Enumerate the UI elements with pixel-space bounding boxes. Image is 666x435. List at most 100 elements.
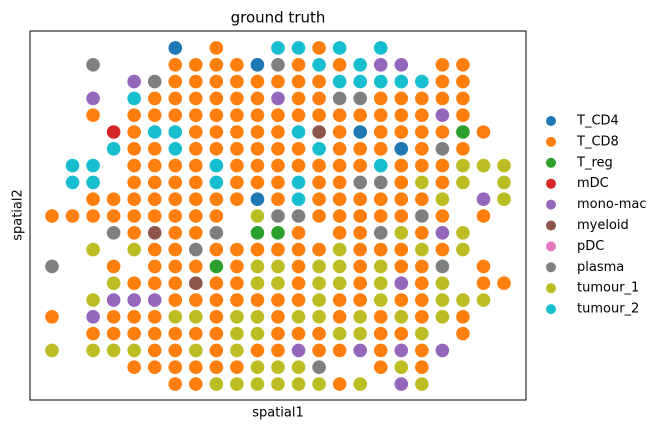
point [209, 74, 224, 89]
point [209, 293, 224, 307]
point [250, 158, 265, 173]
point [456, 242, 470, 257]
point [497, 158, 511, 173]
point [435, 108, 450, 122]
point [168, 125, 183, 139]
point [312, 326, 326, 341]
point [250, 192, 265, 207]
point [312, 175, 326, 190]
point [394, 310, 409, 324]
point [373, 175, 388, 190]
point [127, 242, 141, 257]
point [147, 158, 162, 173]
point [147, 141, 162, 156]
point [209, 192, 224, 207]
point [312, 108, 326, 122]
point [189, 91, 203, 106]
point [291, 226, 306, 240]
point [168, 57, 183, 72]
point [332, 74, 347, 89]
point [435, 175, 450, 190]
point [86, 91, 100, 106]
point [168, 326, 183, 341]
point [312, 343, 326, 358]
point [127, 276, 141, 291]
point [250, 259, 265, 274]
point [435, 158, 450, 173]
point [332, 293, 347, 307]
point [271, 326, 285, 341]
point [106, 192, 121, 207]
point [168, 74, 183, 89]
point [415, 91, 429, 106]
legend-label: myeloid [577, 218, 629, 233]
point [353, 242, 367, 257]
point [394, 125, 409, 139]
point [271, 41, 285, 55]
legend-marker [546, 262, 556, 273]
point [476, 209, 491, 223]
point [106, 141, 121, 156]
point [189, 360, 203, 375]
point [415, 175, 429, 190]
point [415, 326, 429, 341]
point [230, 91, 244, 106]
point [168, 91, 183, 106]
point [456, 57, 470, 72]
point [291, 360, 306, 375]
point [332, 91, 347, 106]
point [65, 175, 80, 190]
point [353, 91, 367, 106]
point [353, 141, 367, 156]
point [394, 91, 409, 106]
point [271, 226, 285, 240]
point [332, 276, 347, 291]
point [394, 192, 409, 207]
legend-label: T_CD4 [576, 114, 619, 129]
legend-marker [546, 283, 556, 294]
point [435, 226, 450, 240]
point [312, 141, 326, 156]
point [312, 91, 326, 106]
point [394, 175, 409, 190]
point [250, 125, 265, 139]
point [373, 360, 388, 375]
point [250, 377, 265, 391]
point [353, 226, 367, 240]
point [271, 377, 285, 391]
point [209, 209, 224, 223]
point [230, 310, 244, 324]
point [353, 293, 367, 307]
point [271, 259, 285, 274]
point [45, 209, 59, 223]
point [250, 326, 265, 341]
point [230, 259, 244, 274]
point [435, 259, 450, 274]
point [147, 326, 162, 341]
point [147, 108, 162, 122]
point [168, 108, 183, 122]
point [271, 57, 285, 72]
point [271, 343, 285, 358]
point [353, 259, 367, 274]
point [45, 310, 59, 324]
point [86, 293, 100, 307]
point [394, 74, 409, 89]
chart-title: ground truth [231, 9, 326, 27]
point [435, 57, 450, 72]
point [250, 91, 265, 106]
point [476, 259, 491, 274]
point [476, 293, 491, 307]
point [127, 175, 141, 190]
point [147, 192, 162, 207]
point [312, 158, 326, 173]
point [250, 74, 265, 89]
point [373, 41, 388, 55]
point [312, 259, 326, 274]
point [415, 360, 429, 375]
point [271, 276, 285, 291]
point [127, 209, 141, 223]
point [415, 259, 429, 274]
point [332, 175, 347, 190]
point [394, 108, 409, 122]
